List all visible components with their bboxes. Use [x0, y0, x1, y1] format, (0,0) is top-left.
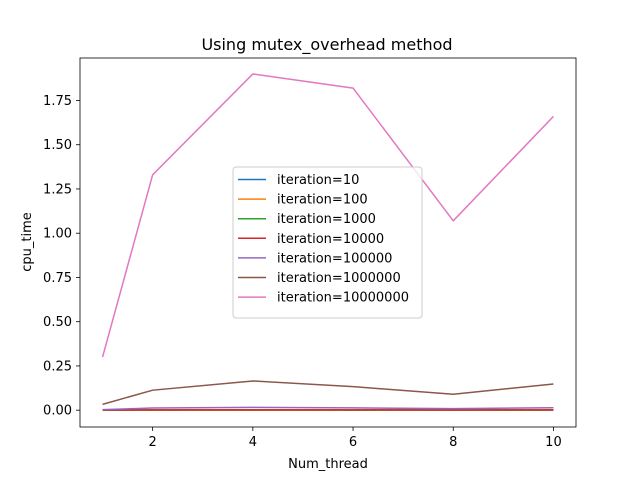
legend-label: iteration=10 [277, 173, 359, 188]
chart-title: Using mutex_overhead method [201, 35, 452, 55]
legend-label: iteration=100 [277, 193, 368, 208]
y-axis-ticks: 0.00 0.25 0.50 0.75 1.00 1.25 1.50 1.75 [43, 94, 80, 419]
x-axis-label: Num_thread [288, 457, 368, 472]
x-tick-label: 2 [149, 435, 157, 450]
legend-box [232, 166, 423, 319]
legend-label: iteration=100000 [277, 251, 392, 266]
y-tick-label: 1.00 [43, 227, 72, 242]
legend-label: iteration=1000 [277, 212, 376, 227]
plot-area [79, 57, 577, 428]
y-tick-label: 0.50 [43, 315, 72, 330]
legend-entries: iteration=10 iteration=100 iteration=1000 i… [238, 173, 409, 306]
legend-label: iteration=1000000 [277, 271, 401, 286]
y-tick-label: 0.25 [43, 359, 72, 374]
x-tick-label: 10 [545, 435, 562, 450]
series-group [101, 73, 554, 411]
x-tick-label: 4 [249, 435, 257, 450]
y-tick-label: 1.25 [43, 182, 72, 197]
legend: iteration=10 iteration=100 iteration=1000 i… [232, 166, 423, 319]
y-tick-label: 0.75 [43, 271, 72, 286]
y-tick-label: 1.50 [43, 138, 72, 153]
series-line-7 [101, 73, 554, 358]
legend-label: iteration=10000 [277, 232, 384, 247]
x-tick-label: 8 [449, 435, 457, 450]
x-axis-ticks: 2 4 6 8 10 [149, 427, 562, 450]
series-line-5 [102, 406, 554, 411]
y-tick-label: 0.00 [43, 404, 72, 419]
y-tick-label: 1.75 [43, 94, 72, 109]
y-axis-label: cpu_time [20, 212, 35, 272]
x-tick-label: 6 [349, 435, 357, 450]
legend-label: iteration=10000000 [277, 291, 409, 306]
series-line-6 [102, 380, 554, 406]
axes-border [79, 57, 577, 428]
